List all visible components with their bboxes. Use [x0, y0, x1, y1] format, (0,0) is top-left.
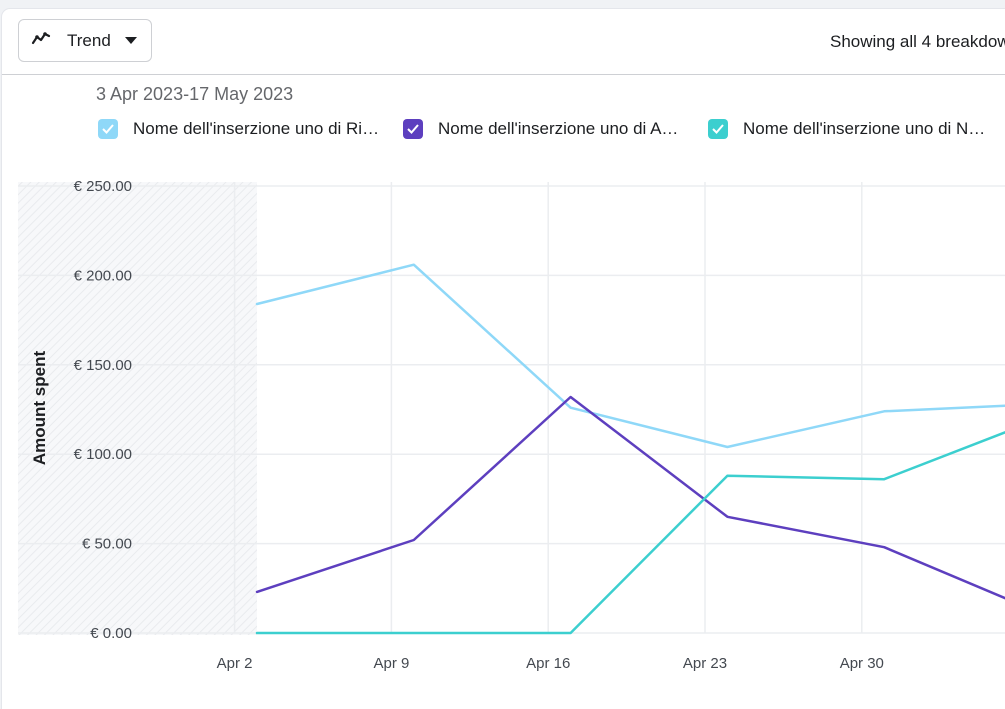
partial-period-shading: [18, 182, 257, 635]
legend-label-series-3: Nome dell'inserzione uno di N…: [743, 119, 986, 138]
legend-label-series-1: Nome dell'inserzione uno di Ri…: [133, 119, 380, 138]
breakdown-summary: Showing all 4 breakdowns: [830, 32, 1005, 51]
checkbox-checked-icon[interactable]: [98, 119, 118, 139]
trend-line-icon: [31, 30, 51, 51]
legend-label-series-2: Nome dell'inserzione uno di A…: [438, 119, 679, 138]
checkbox-checked-icon[interactable]: [403, 119, 423, 139]
legend-item-series-1[interactable]: Nome dell'inserzione uno di Ri…: [98, 118, 379, 140]
x-tick-label: Apr 30: [840, 655, 884, 672]
series-line-1: [255, 263, 1005, 449]
x-tick-label: Apr 16: [526, 655, 570, 672]
x-tick-label: Apr 2: [217, 655, 253, 672]
y-tick-label: € 100.00: [74, 446, 132, 463]
y-tick-label: € 200.00: [74, 267, 132, 284]
x-tick-label: Apr 23: [683, 655, 727, 672]
chart-toolbar: Trend Showing all 4 breakdowns: [2, 9, 1005, 75]
view-type-dropdown[interactable]: Trend: [18, 19, 152, 62]
series-line-2: [255, 395, 1005, 600]
checkbox-checked-icon[interactable]: [708, 119, 728, 139]
x-tick-label: Apr 9: [373, 655, 409, 672]
legend-item-series-2[interactable]: Nome dell'inserzione uno di A…: [403, 118, 678, 140]
caret-down-icon: [124, 36, 137, 45]
y-axis-label: Amount spent: [30, 351, 49, 466]
view-type-label: Trend: [67, 30, 111, 50]
y-tick-label: € 150.00: [74, 357, 132, 374]
y-tick-label: € 250.00: [74, 178, 132, 195]
series-line-3: [255, 431, 1005, 635]
y-tick-label: € 50.00: [82, 536, 132, 553]
y-tick-label: € 0.00: [90, 625, 132, 642]
legend-item-series-3[interactable]: Nome dell'inserzione uno di N…: [708, 118, 985, 140]
date-range-label: 3 Apr 2023-17 May 2023: [96, 84, 294, 104]
